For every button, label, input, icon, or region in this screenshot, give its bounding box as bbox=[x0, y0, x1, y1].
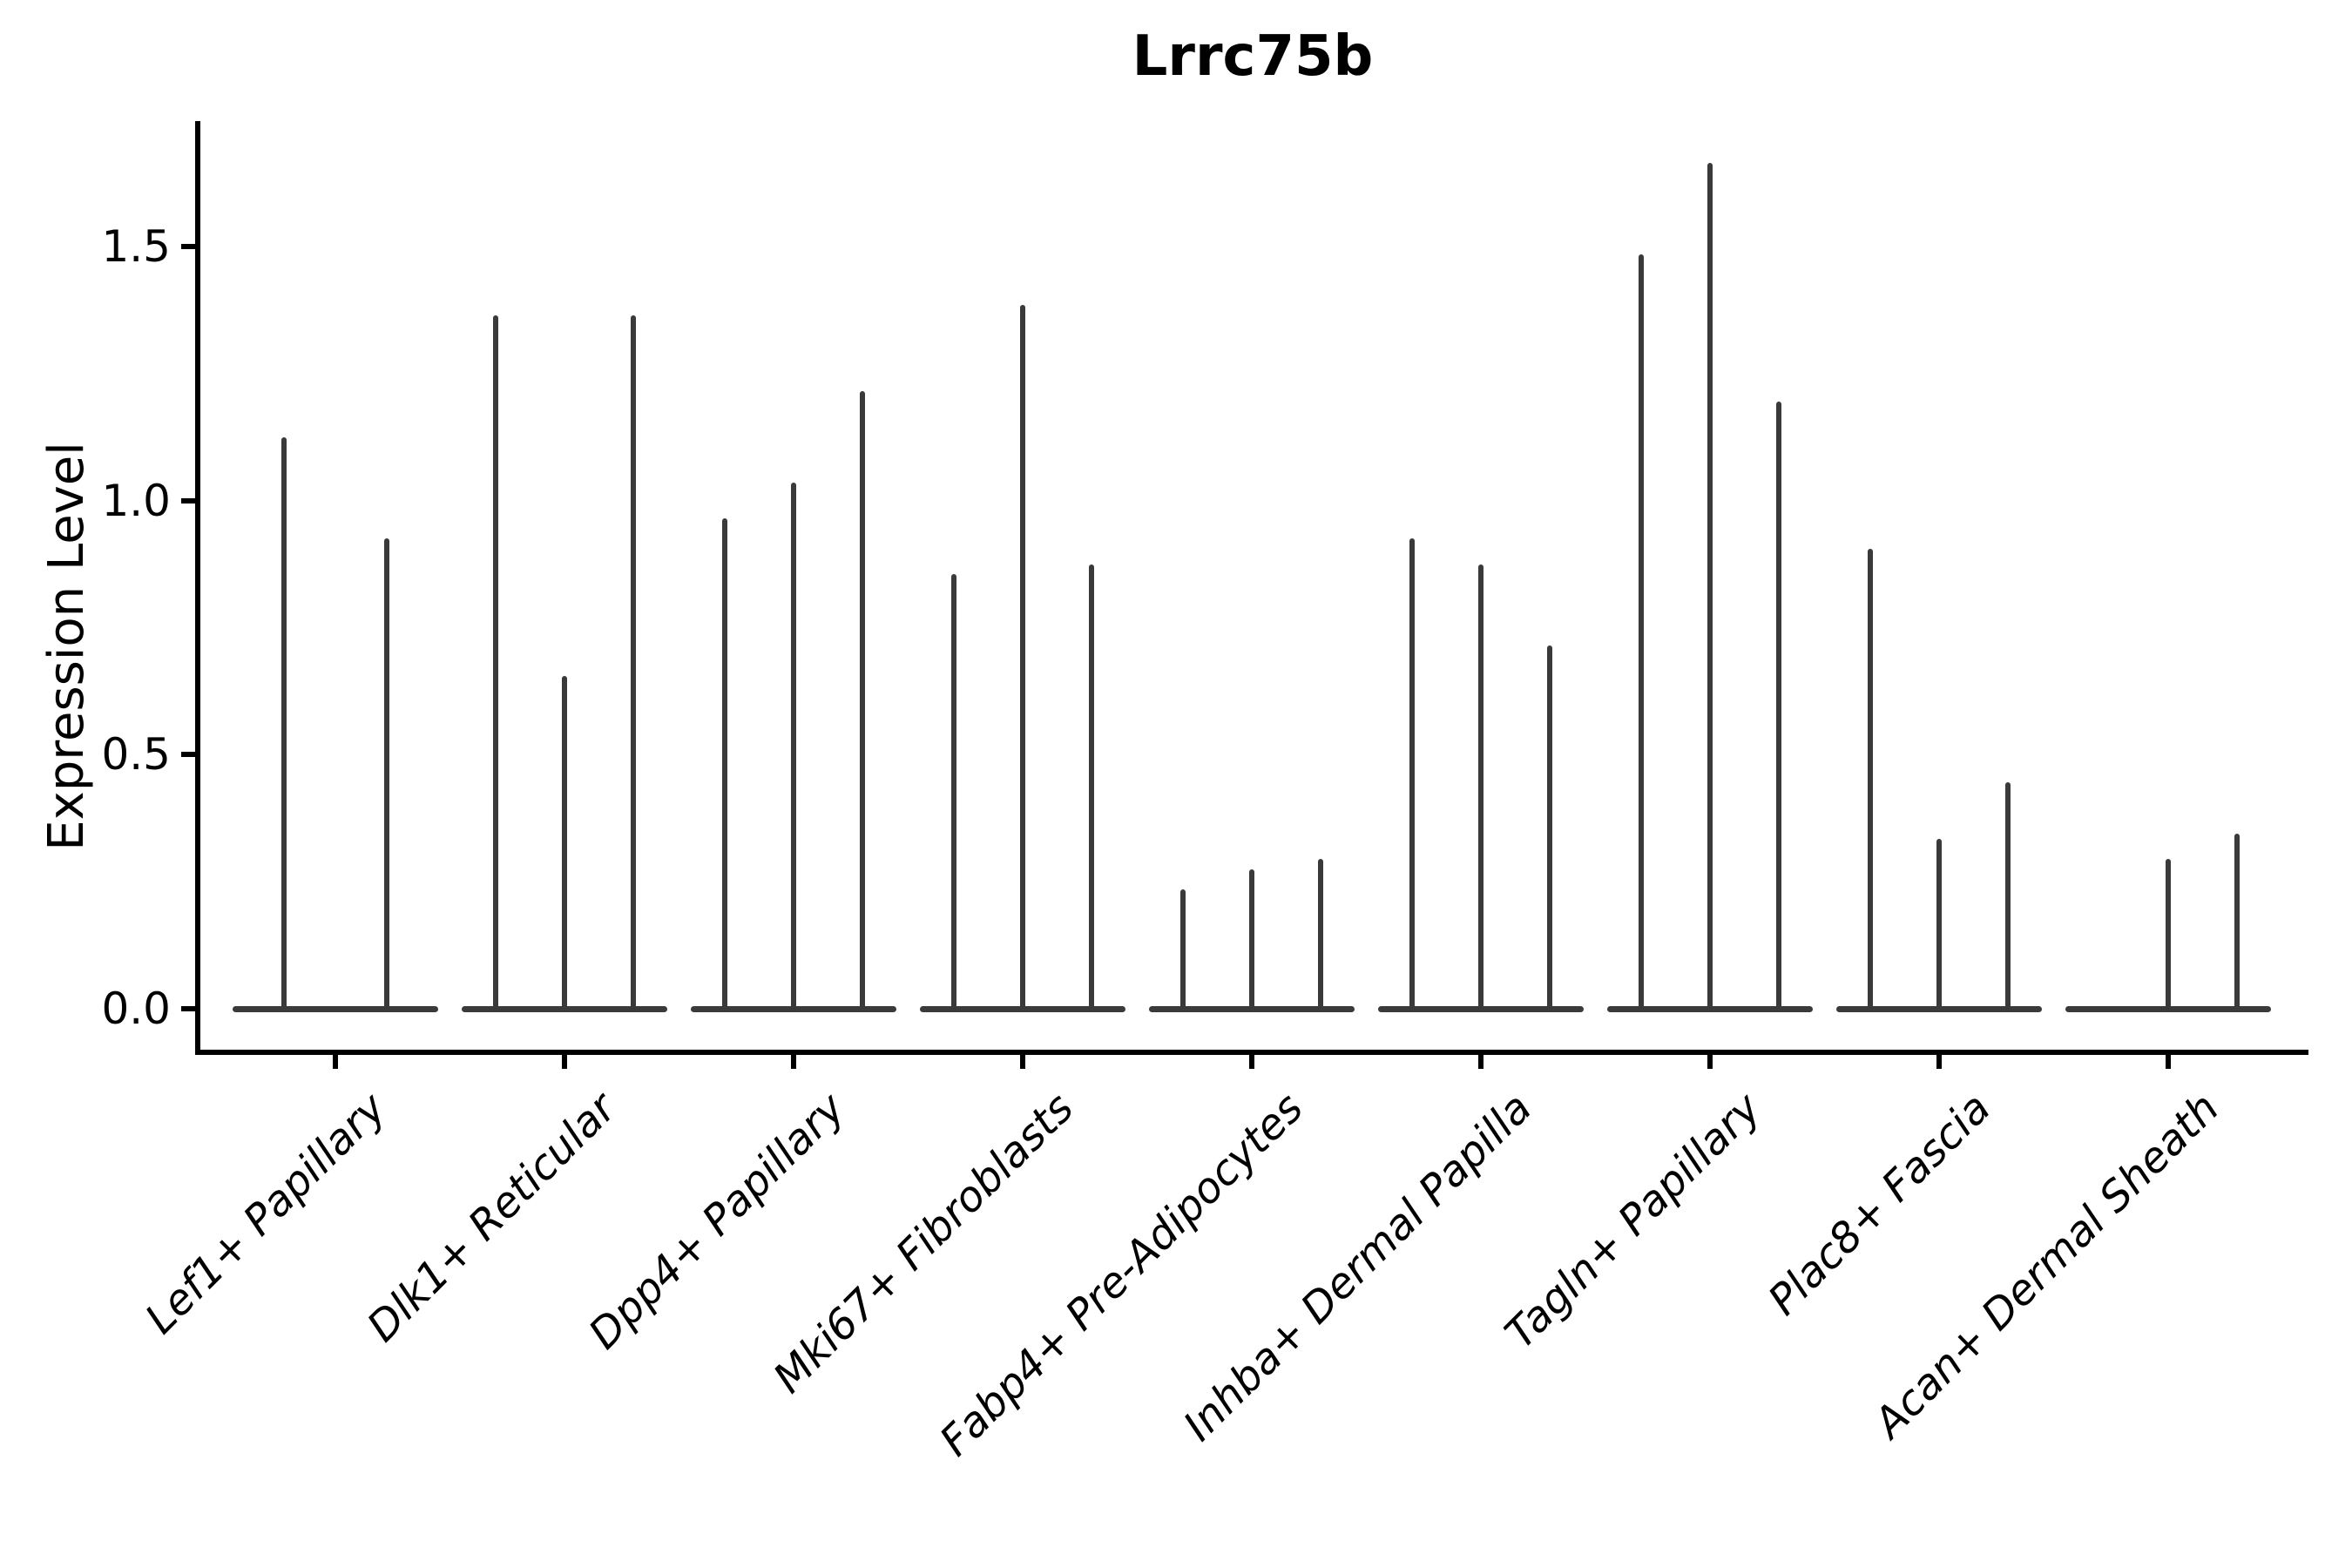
x-tick bbox=[1936, 1055, 1942, 1069]
violin-spike bbox=[2166, 858, 2171, 1011]
violin-spike bbox=[1936, 838, 1942, 1011]
violin-spike bbox=[791, 483, 796, 1011]
y-axis-label: Expression Level bbox=[38, 442, 95, 851]
x-tick bbox=[1478, 1055, 1484, 1069]
x-category-label: Dlk1+ Reticular bbox=[357, 1084, 625, 1352]
violin-spike bbox=[1249, 868, 1254, 1011]
violin-spike bbox=[630, 314, 636, 1011]
y-tick-label: 1.5 bbox=[101, 221, 171, 273]
x-tick bbox=[562, 1055, 567, 1069]
y-tick-label: 1.0 bbox=[101, 475, 171, 526]
x-tick bbox=[1707, 1055, 1713, 1069]
x-category-label: Lef1+ Papillary bbox=[136, 1084, 396, 1344]
violin-spike bbox=[1478, 564, 1484, 1011]
x-category-label: Fabp4+ Pre-Adipocytes bbox=[930, 1084, 1313, 1466]
x-category-label: Dpp4+ Papillary bbox=[579, 1084, 855, 1359]
x-tick bbox=[1249, 1055, 1254, 1069]
x-category-label: Tagln+ Papillary bbox=[1496, 1084, 1771, 1359]
violin-baseline bbox=[233, 1006, 438, 1012]
y-axis-spine bbox=[195, 121, 200, 1055]
x-tick bbox=[2166, 1055, 2171, 1069]
violin-spike bbox=[1868, 549, 1874, 1011]
violin-spike bbox=[1546, 645, 1552, 1011]
violin-spike bbox=[1180, 889, 1186, 1011]
violin-spike bbox=[562, 675, 567, 1011]
violin-spike bbox=[951, 574, 957, 1011]
violin-spike bbox=[1707, 162, 1713, 1011]
plot-title: Lrrc75b bbox=[1132, 24, 1374, 89]
x-tick bbox=[333, 1055, 338, 1069]
x-category-label: Plac8+ Fascia bbox=[1758, 1084, 2000, 1325]
violin-spike bbox=[1775, 401, 1781, 1011]
violin-spike bbox=[281, 436, 287, 1011]
violin-spike bbox=[2004, 782, 2011, 1011]
violin-spike bbox=[1317, 858, 1323, 1011]
violin-spike bbox=[1088, 564, 1094, 1011]
violin-spike bbox=[722, 518, 728, 1011]
violin-spike bbox=[493, 314, 499, 1011]
y-tick bbox=[181, 244, 195, 250]
x-tick bbox=[791, 1055, 796, 1069]
y-tick bbox=[181, 752, 195, 758]
y-tick-label: 0.0 bbox=[101, 983, 171, 1034]
y-tick bbox=[181, 1006, 195, 1011]
violin-spike bbox=[859, 391, 865, 1011]
y-tick-label: 0.5 bbox=[101, 729, 171, 781]
violin-spike bbox=[1020, 305, 1025, 1011]
violin-spike bbox=[384, 538, 389, 1011]
violin-spike bbox=[1409, 538, 1416, 1011]
violin-spike bbox=[1639, 253, 1645, 1011]
x-axis-spine bbox=[195, 1050, 2308, 1055]
y-tick bbox=[181, 497, 195, 504]
violin-spike bbox=[2234, 833, 2240, 1011]
x-tick bbox=[1020, 1055, 1025, 1069]
